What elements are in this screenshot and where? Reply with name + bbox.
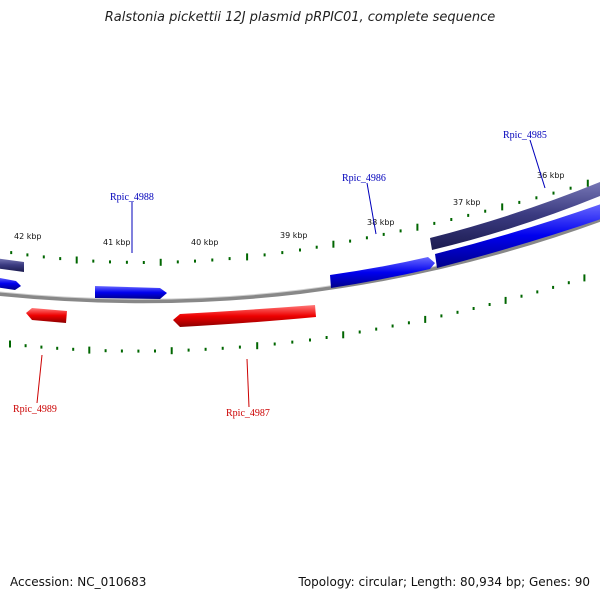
leader-rpic-4986 [366,182,377,235]
gene-label-rpic-4985: Rpic_4985 [503,130,547,141]
leader-rpic-4987 [246,358,250,408]
summary-text: Topology: circular; Length: 80,934 bp; G… [298,575,590,589]
gene-label-rpic-4987: Rpic_4987 [226,408,270,419]
map-title: Ralstonia pickettii 12J plasmid pRPIC01,… [104,10,496,25]
scale-label-40: 40 kbp [191,238,219,247]
reverse-gene-rpic-4987 [173,305,316,327]
scale-label-42: 42 kbp [14,232,42,241]
forward-gene-rpic-4986 [330,257,435,288]
accession-text: Accession: NC_010683 [10,575,147,589]
scale-label-41: 41 kbp [103,238,131,247]
outer-tick-ring [10,179,589,266]
sequence-backbone [0,217,600,304]
gene-label-rpic-4988: Rpic_4988 [110,192,154,203]
gene-label-rpic-4989: Rpic_4989 [13,404,57,415]
outer-band-right [430,182,600,250]
scale-label-37: 37 kbp [453,198,481,207]
forward-gene-left [0,277,21,290]
gene-label-rpic-4986: Rpic_4986 [342,173,386,184]
scale-label-39: 39 kbp [280,231,308,240]
inner-tick-ring [9,274,586,355]
scale-label-38: 38 kbp [367,218,395,227]
reverse-gene-rpic-4989 [26,308,67,323]
scale-label-36: 36 kbp [537,171,565,180]
forward-gene-rpic-4988 [95,286,167,299]
leader-rpic-4989 [36,354,43,404]
leader-rpic-4985 [529,139,546,189]
outer-band-left [0,258,24,272]
forward-gene-rpic-4985 [435,204,600,268]
